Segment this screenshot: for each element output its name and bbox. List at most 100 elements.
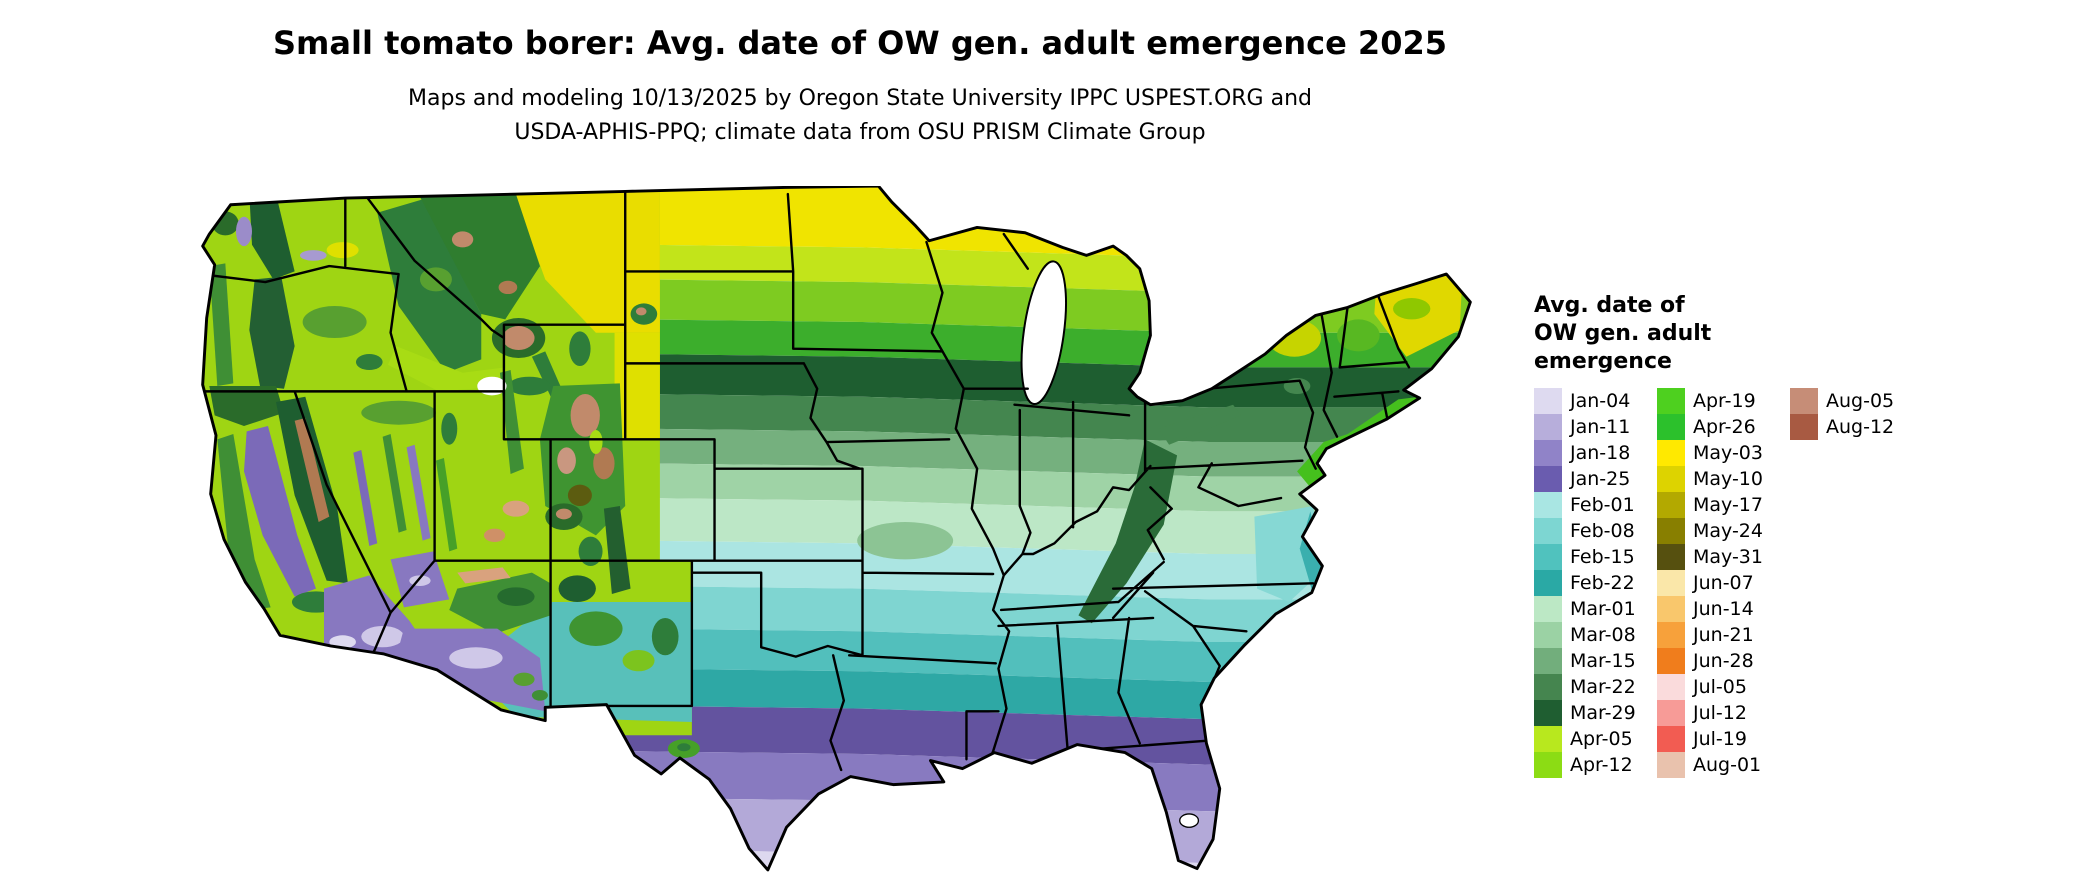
legend-swatch [1534,492,1562,518]
legend-item: Mar-22 [1534,674,1657,700]
legend-label: May-31 [1693,546,1763,568]
legend-label: Jul-05 [1693,676,1747,698]
legend-item: May-10 [1657,466,1790,492]
legend-item: May-24 [1657,518,1790,544]
legend-swatch [1534,726,1562,752]
legend-swatch [1657,596,1685,622]
legend-item: Feb-15 [1534,544,1657,570]
legend-label: May-10 [1693,468,1763,490]
legend-label: Feb-22 [1570,572,1635,594]
legend-column-1: Jan-04 Jan-11 Jan-18 Jan-25 Feb-01 Feb-0… [1534,388,1657,778]
legend-title-line-2: OW gen. adult [1534,321,1712,346]
us-map-image [196,186,1489,886]
legend-label: May-24 [1693,520,1763,542]
legend-swatch [1534,414,1562,440]
legend-label: Aug-01 [1693,754,1762,776]
legend-swatch [1657,440,1685,466]
legend-swatch [1790,388,1818,414]
legend-label: Feb-15 [1570,546,1635,568]
legend-swatch [1657,726,1685,752]
legend-label: Jan-11 [1570,416,1631,438]
legend-label: Jul-12 [1693,702,1747,724]
map-legend: Avg. date of OW gen. adult emergence Jan… [1534,292,2094,778]
legend-title: Avg. date of OW gen. adult emergence [1534,292,2094,376]
legend-label: Apr-12 [1570,754,1633,776]
legend-label: Jul-19 [1693,728,1747,750]
legend-label: May-03 [1693,442,1763,464]
legend-label: Jan-18 [1570,442,1631,464]
us-outline [201,186,1472,872]
legend-swatch [1534,544,1562,570]
legend-label: Jan-25 [1570,468,1631,490]
legend-item: Mar-08 [1534,622,1657,648]
legend-label: Mar-01 [1570,598,1636,620]
legend-swatch [1790,414,1818,440]
legend-title-line-3: emergence [1534,349,1672,374]
legend-label: Jun-07 [1693,572,1754,594]
legend-item: Mar-29 [1534,700,1657,726]
lake-okeechobee [1179,813,1200,828]
legend-label: Mar-08 [1570,624,1636,646]
legend-label: Jun-14 [1693,598,1754,620]
legend-item: Jun-28 [1657,648,1790,674]
legend-label: Aug-05 [1826,390,1895,412]
state-borders [202,190,1411,782]
legend-item: Jun-14 [1657,596,1790,622]
legend-item: Feb-01 [1534,492,1657,518]
legend-swatch [1657,570,1685,596]
legend-label: Apr-19 [1693,390,1756,412]
legend-label: Jan-04 [1570,390,1631,412]
legend-label: Mar-29 [1570,702,1636,724]
subtitle-line-1: Maps and modeling 10/13/2025 by Oregon S… [408,86,1312,111]
legend-item: Jan-04 [1534,388,1657,414]
legend-swatch [1657,388,1685,414]
legend-label: Aug-12 [1826,416,1895,438]
legend-label: Apr-05 [1570,728,1633,750]
legend-item: Jul-12 [1657,700,1790,726]
legend-swatch [1657,622,1685,648]
legend-item: Apr-05 [1534,726,1657,752]
legend-title-line-1: Avg. date of [1534,293,1685,318]
title-block: Small tomato borer: Avg. date of OW gen.… [210,24,1510,150]
legend-swatch [1534,674,1562,700]
legend-item: Aug-05 [1790,388,1894,414]
legend-label: Feb-08 [1570,520,1635,542]
great-lakes [477,260,1200,828]
legend-swatch [1534,466,1562,492]
legend-item: May-03 [1657,440,1790,466]
legend-column-3: Aug-05 Aug-12 [1790,388,1894,440]
legend-swatch [1534,440,1562,466]
legend-item: Aug-01 [1657,752,1790,778]
legend-item: Jun-21 [1657,622,1790,648]
subtitle-line-2: USDA-APHIS-PPQ; climate data from OSU PR… [514,120,1206,145]
legend-swatch [1657,700,1685,726]
legend-item: Apr-12 [1534,752,1657,778]
legend-swatch [1657,466,1685,492]
legend-item: Feb-22 [1534,570,1657,596]
legend-item: Jan-25 [1534,466,1657,492]
legend-item: Jul-19 [1657,726,1790,752]
legend-label: Apr-26 [1693,416,1756,438]
legend-columns: Jan-04 Jan-11 Jan-18 Jan-25 Feb-01 Feb-0… [1534,388,2094,778]
legend-swatch [1534,518,1562,544]
legend-swatch [1534,648,1562,674]
legend-label: May-17 [1693,494,1763,516]
page-subtitle: Maps and modeling 10/13/2025 by Oregon S… [210,82,1510,150]
legend-label: Feb-01 [1570,494,1635,516]
legend-label: Jun-21 [1693,624,1754,646]
lake-michigan [1020,260,1067,406]
legend-swatch [1534,700,1562,726]
legend-swatch [1534,388,1562,414]
legend-item: Apr-26 [1657,414,1790,440]
legend-swatch [1657,492,1685,518]
legend-swatch [1534,622,1562,648]
legend-swatch [1534,752,1562,778]
legend-item: Jan-11 [1534,414,1657,440]
western-terrain [202,186,700,758]
legend-swatch [1534,596,1562,622]
legend-swatch [1657,544,1685,570]
legend-swatch [1657,674,1685,700]
legend-item: Apr-19 [1657,388,1790,414]
legend-item: May-17 [1657,492,1790,518]
legend-label: Mar-15 [1570,650,1636,672]
